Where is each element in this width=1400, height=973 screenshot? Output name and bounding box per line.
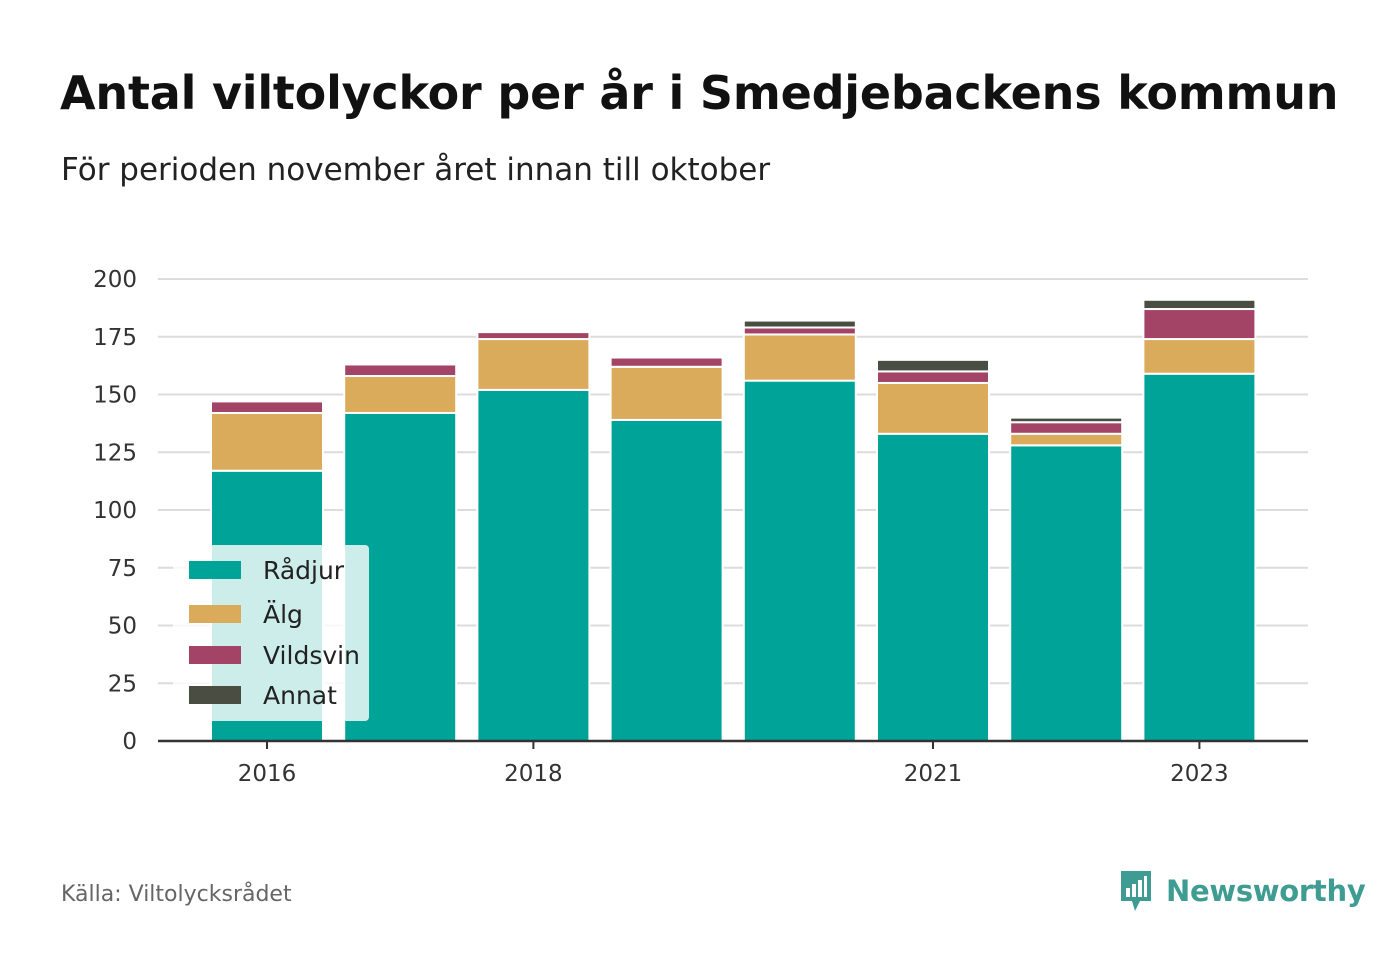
bar-segment-rådjur-2023 (1142, 372, 1257, 742)
axes: 2016 2018 2021 2023 (158, 739, 1308, 787)
y-tick-label: 75 (108, 556, 137, 582)
legend-label-annat: Annat (263, 681, 337, 710)
bar-segment-älg-2022 (1009, 432, 1124, 447)
x-tick-label: 2018 (504, 761, 563, 787)
legend-swatch-rådjur (189, 561, 241, 579)
brand-name: Newsworthy (1166, 874, 1366, 908)
legend-swatch-älg (189, 605, 241, 623)
legend-label-vildsvin: Vildsvin (263, 641, 360, 670)
bar-segment-älg-2018 (476, 338, 591, 391)
bar-segment-älg-2020 (742, 333, 857, 382)
newsworthy-logo: Newsworthy (1118, 868, 1366, 914)
source-note: Källa: Viltolycksrådet (61, 882, 292, 907)
bar-segment-vildsvin-2019 (609, 356, 724, 368)
bar-segment-älg-2023 (1142, 338, 1257, 375)
y-tick-label: 25 (108, 671, 137, 697)
x-tick-label: 2016 (238, 761, 297, 787)
bar-segment-älg-2016 (210, 411, 324, 472)
chart-title: Antal viltolyckor per år i Smedjebackens… (60, 66, 1339, 120)
legend-label-rådjur: Rådjur (263, 556, 345, 585)
bar-segment-rådjur-2018 (476, 388, 591, 742)
x-tick-label: 2023 (1170, 761, 1229, 787)
bar-segment-vildsvin-2021 (876, 370, 990, 384)
y-tick-label: 50 (108, 614, 137, 640)
bar-segment-rådjur-2022 (1009, 444, 1124, 742)
y-tick-label: 100 (93, 498, 137, 524)
legend-box (173, 545, 369, 721)
bar-segment-älg-2021 (876, 381, 990, 435)
bar-segment-annat-2023 (1142, 298, 1257, 311)
bar-segment-vildsvin-2016 (210, 400, 324, 414)
x-tick-label: 2021 (904, 761, 963, 787)
legend-swatch-annat (189, 686, 241, 704)
y-tick-label: 200 (93, 267, 137, 293)
y-tick-label: 125 (93, 440, 137, 466)
bar-segment-älg-2017 (343, 375, 458, 414)
legend-swatch-vildsvin (189, 646, 241, 664)
bar-segment-vildsvin-2020 (742, 326, 857, 336)
y-tick-label: 175 (93, 325, 137, 351)
bar-segment-rådjur-2019 (609, 418, 724, 742)
legend-label-älg: Älg (263, 600, 303, 629)
legend: Rådjur Älg Vildsvin Annat (173, 545, 369, 721)
chart-subtitle: För perioden november året innan till ok… (61, 152, 771, 188)
y-tick-label: 0 (122, 729, 137, 755)
bar-segment-vildsvin-2017 (343, 363, 458, 378)
bar-segment-annat-2020 (742, 319, 857, 329)
bar-segment-älg-2019 (609, 365, 724, 421)
bar-segment-rådjur-2021 (876, 432, 990, 742)
bar-segment-vildsvin-2023 (1142, 308, 1257, 341)
newsworthy-logo-icon (1121, 871, 1151, 911)
bar-segment-annat-2022 (1009, 416, 1124, 424)
bar-segment-annat-2021 (876, 358, 990, 373)
bar-segment-vildsvin-2018 (476, 331, 591, 341)
bar-segment-rådjur-2020 (742, 379, 857, 742)
y-tick-label: 150 (93, 383, 137, 409)
bar-segment-vildsvin-2022 (1009, 421, 1124, 435)
